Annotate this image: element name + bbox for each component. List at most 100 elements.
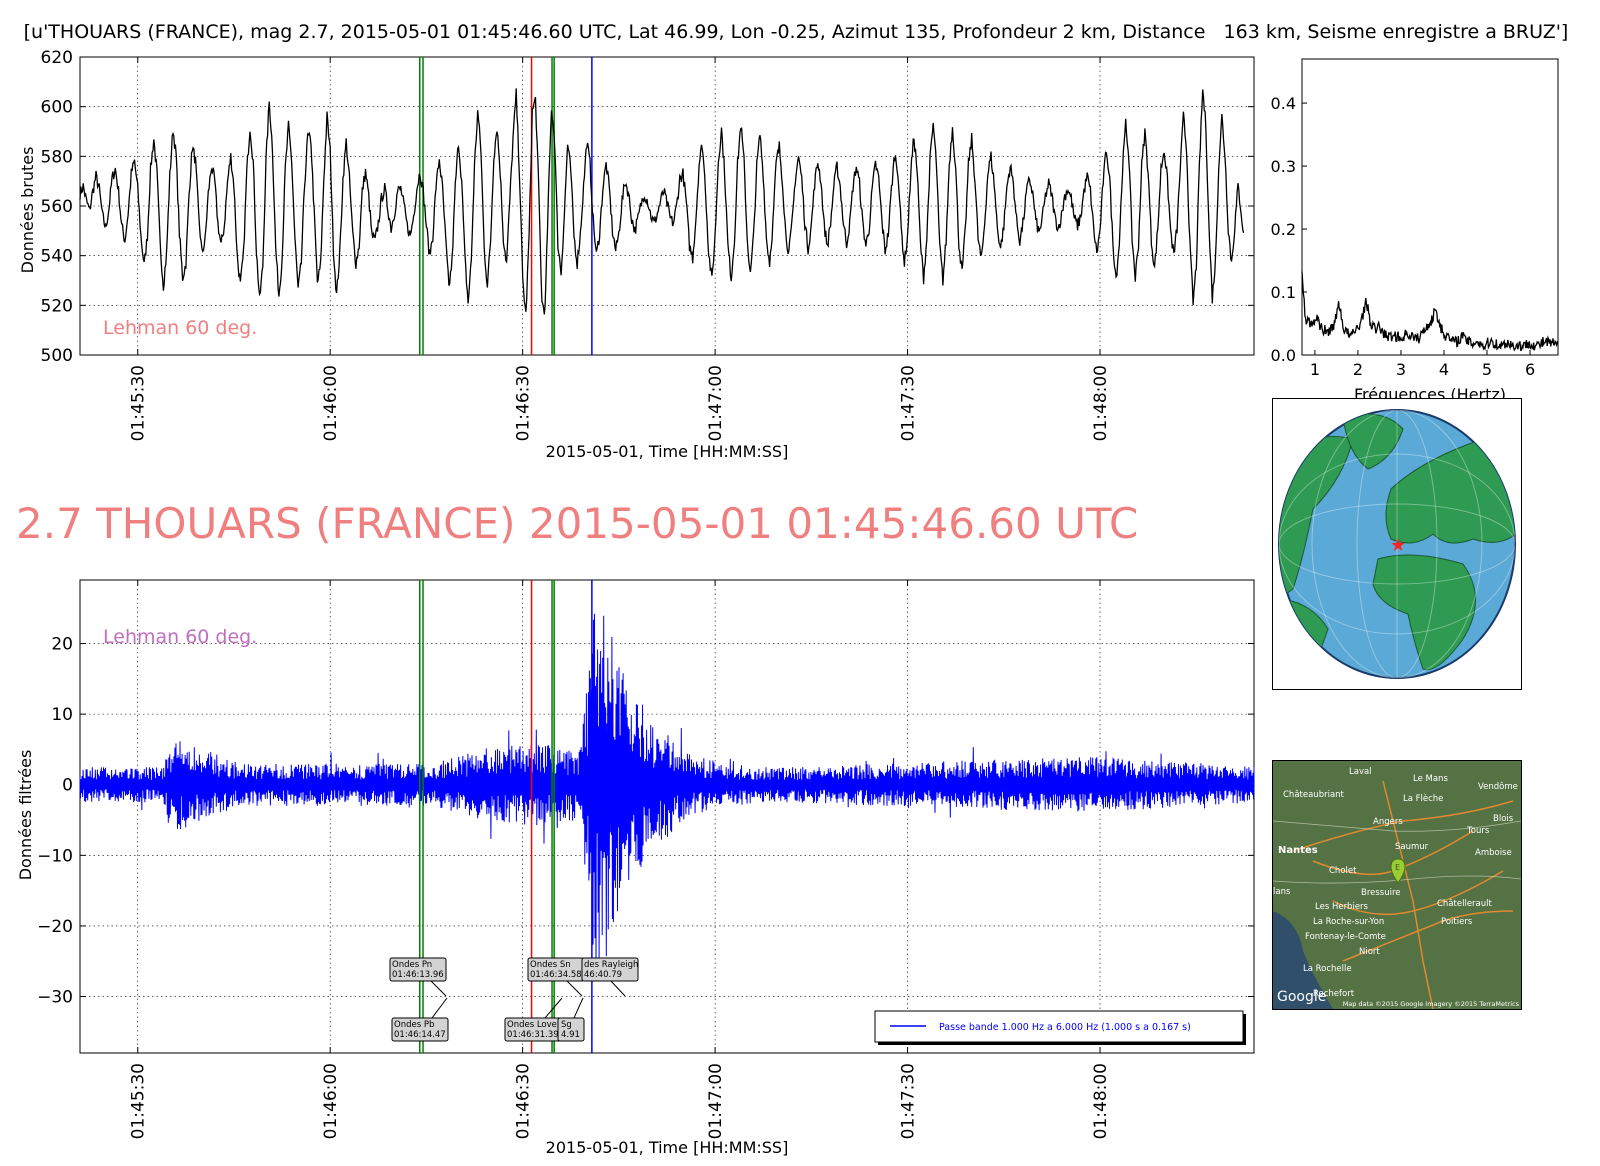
y-tick-label: 0 (62, 776, 73, 796)
x-tick-label: 01:45:30 (129, 365, 149, 441)
phase-label-pb: Ondes Pb 01:46:14.47 (391, 997, 449, 1042)
x-tick-label: 01:45:30 (129, 1063, 149, 1139)
x-tick-label: 01:46:00 (321, 1063, 341, 1139)
raw-y-tick-labels: 500 520 540 560 580 600 620 (41, 48, 1254, 366)
filtered-x-axis-label: 2015-05-01, Time [HH:MM:SS] (546, 1138, 789, 1157)
filtered-plot-frame (79, 579, 1255, 1054)
phase-label-sn-name: Ondes Sn (530, 960, 571, 970)
phase-label-love-time: 01:46:31.39 (507, 1030, 559, 1040)
phase-label-sg: Sg 4.91 (557, 997, 585, 1042)
phase-label-pb-time: 01:46:14.47 (394, 1030, 446, 1040)
spectrum-x-tick-label: 6 (1525, 360, 1535, 379)
x-tick-label: 01:46:30 (514, 365, 534, 441)
epicenter-marker-letter: E (1395, 863, 1400, 872)
y-tick-label: 520 (41, 296, 73, 316)
y-tick-label: 560 (41, 197, 73, 217)
y-tick-label: −30 (37, 988, 73, 1008)
filtered-trace-line (79, 613, 1255, 971)
x-tick-label: 01:48:00 (1091, 1063, 1111, 1139)
y-tick-label: 620 (41, 48, 73, 68)
city-label-le-mans: Le Mans (1413, 774, 1448, 784)
city-label-chatellerault: Châtellerault (1437, 899, 1492, 909)
x-tick-label: 01:47:30 (899, 365, 919, 441)
legend-label: Passe bande 1.000 Hz a 6.000 Hz (1.000 s… (939, 1022, 1191, 1033)
x-tick-label: 01:48:00 (1091, 365, 1111, 441)
city-label-angers: Angers (1373, 817, 1403, 827)
filtered-y-tick-labels: 20 10 0 −10 −20 −30 (37, 635, 1254, 1008)
x-tick-label: 01:47:30 (899, 1063, 919, 1139)
y-tick-label: −10 (37, 846, 73, 866)
phase-label-sn: Ondes Sn 01:46:34.58 (527, 957, 585, 997)
phase-label-rayleigh-name: des Rayleigh (584, 960, 638, 970)
y-tick-label: 600 (41, 98, 73, 118)
city-label-la-roche-sur-yon: La Roche-sur-Yon (1313, 917, 1384, 927)
city-label-les-herbiers: Les Herbiers (1315, 902, 1369, 912)
raw-trace-line (79, 88, 1245, 315)
phase-label-sg-name: Sg (561, 1020, 572, 1030)
city-label-niort: Niort (1359, 947, 1380, 957)
phase-label-love-name: Ondes Love (507, 1020, 557, 1030)
phase-label-pb-name: Ondes Pb (394, 1020, 434, 1030)
city-label-poitiers: Poitiers (1441, 917, 1473, 927)
x-tick-label: 01:47:00 (706, 1063, 726, 1139)
epicenter-marker-icon: E (1390, 858, 1406, 884)
map-attribution: Map data ©2015 Google Imagery ©2015 Terr… (1343, 1000, 1520, 1008)
globe-land-africa (1372, 554, 1476, 671)
spectrum-x-tick-label: 5 (1482, 360, 1492, 379)
city-label-fontenay-le-comte: Fontenay-le-Comte (1305, 932, 1386, 942)
world-globe-map: ★ (1272, 398, 1522, 690)
city-label-laval: Laval (1349, 767, 1372, 777)
phase-label-rayleigh-time: 46:40.79 (584, 970, 622, 980)
phase-label-pn: Ondes Pn 01:46:13.96 (389, 957, 447, 997)
city-label-saumur: Saumur (1395, 842, 1429, 852)
city-label-chateaubriant: Châteaubriant (1283, 790, 1345, 800)
big-event-title: 2.7 THOUARS (FRANCE) 2015-05-01 01:45:46… (16, 499, 1138, 548)
spectrum-y-tick-label: 0.2 (1271, 220, 1296, 239)
filtered-legend: Passe bande 1.000 Hz a 6.000 Hz (1.000 s… (874, 1010, 1246, 1045)
x-tick-label: 01:46:30 (514, 1063, 534, 1139)
filtered-x-tick-labels: 01:45:30 01:46:00 01:46:30 01:47:00 01:47:30… (129, 580, 1111, 1139)
google-logo: Google (1277, 989, 1326, 1005)
city-label-vendome: Vendôme (1478, 781, 1518, 792)
spectrum-x-tick-label: 2 (1353, 360, 1363, 379)
city-label-la-fleche: La Flèche (1403, 793, 1443, 804)
phase-label-sg-time: 4.91 (561, 1030, 580, 1040)
phase-label-pn-name: Ondes Pn (392, 960, 432, 970)
epicenter-star-icon: ★ (1390, 535, 1406, 556)
city-label-tours: Tours (1466, 826, 1490, 836)
filtered-annotation: Lehman 60 deg. (103, 626, 257, 648)
y-tick-label: 10 (51, 705, 73, 725)
spectrum-plot-frame (1301, 58, 1559, 356)
city-label-la-rochelle: La Rochelle (1303, 964, 1352, 974)
raw-gridlines (80, 57, 1254, 355)
city-label-bressuire: Bressuire (1361, 888, 1401, 898)
city-label-rochefort: Rochefort (1313, 989, 1355, 999)
raw-phase-lines (419, 57, 593, 355)
globe-land-greenland (1342, 413, 1404, 470)
y-tick-label: 540 (41, 247, 73, 267)
spectrum-x-tick-label: 4 (1439, 360, 1449, 379)
y-tick-label: −20 (37, 917, 73, 937)
globe-land-eurasia (1385, 438, 1515, 544)
y-tick-label: 580 (41, 147, 73, 167)
y-tick-label: 20 (51, 635, 73, 655)
city-label-amboise: Amboise (1475, 848, 1512, 858)
city-label-blois: Blois (1493, 814, 1514, 824)
city-label-nantes: Nantes (1278, 845, 1318, 856)
spectrum-x-tick-labels: 1 2 3 4 5 6 (1310, 350, 1535, 379)
filtered-y-axis-label: Données filtrées (16, 750, 35, 881)
spectrum-trace-line (1301, 271, 1558, 352)
regional-satellite-map: Laval Le Mans Vendôme Châteaubriant La F… (1272, 760, 1522, 1010)
city-label-cholet: Cholet (1329, 866, 1357, 876)
city-label-lans: lans (1273, 887, 1291, 897)
raw-x-tick-labels: 01:45:30 01:46:00 01:46:30 01:47:00 01:47:30… (129, 57, 1111, 441)
spectrum-x-tick-label: 1 (1310, 360, 1320, 379)
spectrum-y-tick-label: 0.3 (1271, 157, 1296, 176)
raw-x-axis-label: 2015-05-01, Time [HH:MM:SS] (546, 442, 789, 461)
phase-label-pn-time: 01:46:13.96 (392, 970, 444, 980)
phase-label-rayleigh: des Rayleigh 46:40.79 (581, 957, 639, 997)
raw-annotation: Lehman 60 deg. (103, 317, 257, 339)
